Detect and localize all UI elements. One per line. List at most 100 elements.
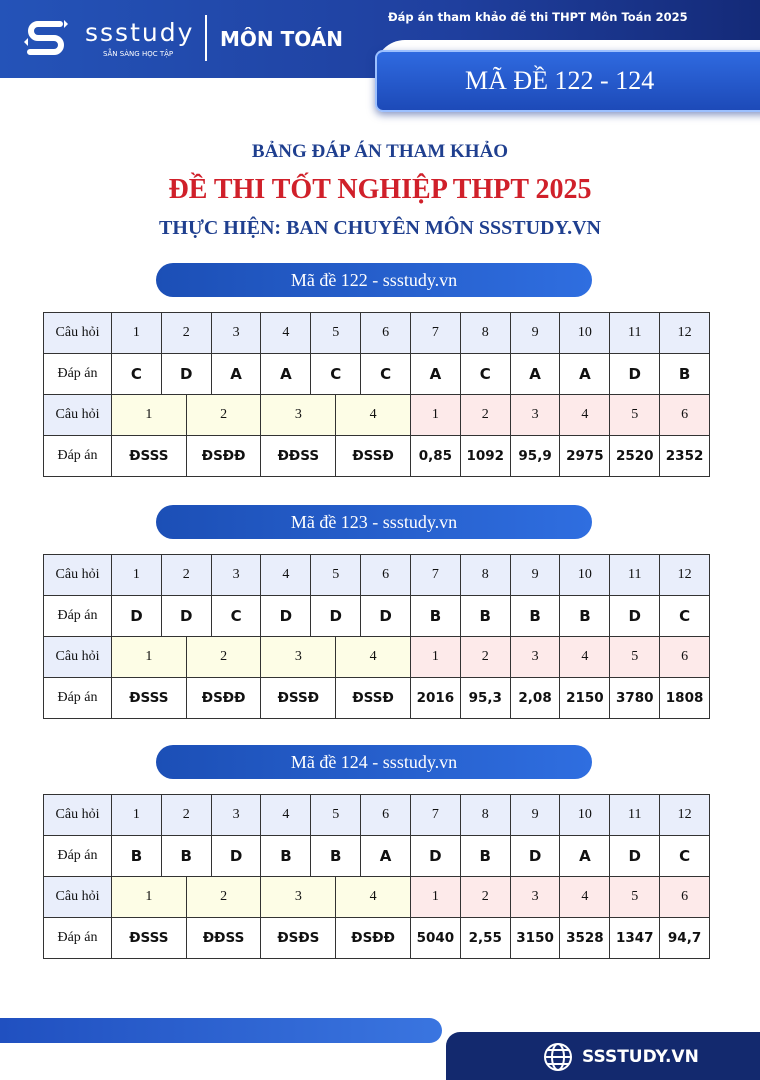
question-number: 3 — [261, 395, 337, 436]
row-label-answer: Đáp án — [44, 354, 112, 395]
exam-title-pill: Mã đề 123 - ssstudy.vn — [156, 505, 592, 539]
question-number: 12 — [660, 313, 710, 354]
answer-cell: B — [311, 836, 362, 877]
question-number: 1 — [112, 637, 187, 678]
question-number: 12 — [660, 555, 710, 596]
answer-cell: D — [261, 596, 312, 637]
question-number: 11 — [610, 313, 661, 354]
question-number: 11 — [610, 795, 661, 836]
answer-cell: ĐSĐĐ — [186, 436, 262, 477]
row-label-answer: Đáp án — [44, 836, 112, 877]
answer-cell: 2150 — [560, 678, 611, 719]
question-number: 5 — [610, 637, 661, 678]
question-number: 12 — [660, 795, 710, 836]
footer-bar — [0, 1018, 442, 1043]
answer-cell: C — [112, 354, 162, 395]
answer-cell: B — [161, 836, 212, 877]
question-number: 1 — [112, 555, 162, 596]
answer-cell: ĐSĐĐ — [336, 918, 411, 959]
answer-cell: A — [261, 354, 312, 395]
question-number: 1 — [112, 313, 162, 354]
question-number: 2 — [460, 395, 511, 436]
exam-title-pill: Mã đề 124 - ssstudy.vn — [156, 745, 592, 779]
answer-cell: D — [161, 596, 212, 637]
row-label-answer: Đáp án — [44, 918, 112, 959]
answer-cell: 95,3 — [460, 678, 511, 719]
question-number: 6 — [660, 395, 710, 436]
answer-cell: 2352 — [660, 436, 710, 477]
answer-cell: C — [660, 836, 710, 877]
question-number: 4 — [560, 877, 611, 918]
question-number: 3 — [510, 877, 561, 918]
question-number: 3 — [261, 877, 337, 918]
answer-table: Câu hỏi 1 2 3 4 5 6 7 8 9 10 11 12 Đáp án C D A A C C A C A A D B… — [43, 312, 710, 477]
question-number: 3 — [261, 637, 337, 678]
answer-cell: C — [660, 596, 710, 637]
question-number: 9 — [510, 313, 561, 354]
answer-cell: B — [261, 836, 312, 877]
row-label-answer: Đáp án — [44, 678, 112, 719]
question-number: 5 — [610, 395, 661, 436]
answer-cell: ĐSSĐ — [336, 436, 411, 477]
question-number: 4 — [261, 313, 312, 354]
answer-cell: ĐSĐĐ — [186, 678, 262, 719]
answer-cell: A — [510, 354, 561, 395]
question-number: 4 — [560, 395, 611, 436]
answer-cell: A — [560, 354, 611, 395]
question-number: 7 — [410, 313, 461, 354]
answer-cell: C — [211, 596, 262, 637]
question-number: 8 — [460, 555, 511, 596]
question-number: 1 — [112, 877, 187, 918]
question-number: 2 — [186, 877, 262, 918]
question-number: 9 — [510, 795, 561, 836]
answer-cell: A — [211, 354, 262, 395]
answer-cell: B — [112, 836, 162, 877]
footer-website[interactable]: SSSTUDY.VN — [582, 1047, 699, 1067]
answer-cell: B — [560, 596, 611, 637]
answer-cell: 94,7 — [660, 918, 710, 959]
row-label-question: Câu hỏi — [44, 795, 112, 836]
question-number: 1 — [410, 877, 461, 918]
subject-label: MÔN TOÁN — [220, 27, 343, 51]
answer-cell: D — [161, 354, 212, 395]
answer-cell: ĐSĐS — [261, 918, 337, 959]
answer-cell: 2016 — [410, 678, 461, 719]
question-number: 3 — [211, 795, 262, 836]
exam-code-range: MÃ ĐỀ 122 - 124 — [375, 50, 760, 112]
question-number: 2 — [161, 313, 212, 354]
heading-line1: BẢNG ĐÁP ÁN THAM KHẢO — [251, 141, 509, 162]
row-label-question: Câu hỏi — [44, 395, 112, 436]
question-number: 5 — [311, 555, 362, 596]
question-number: 10 — [560, 555, 611, 596]
answer-cell: 0,85 — [410, 436, 461, 477]
question-number: 6 — [361, 313, 411, 354]
answer-cell: ĐSSĐ — [261, 678, 337, 719]
question-number: 4 — [336, 395, 411, 436]
question-number: 6 — [660, 637, 710, 678]
brand-name: ssstudy — [85, 18, 195, 47]
question-number: 7 — [410, 555, 461, 596]
answer-cell: C — [460, 354, 511, 395]
answer-cell: 1092 — [460, 436, 511, 477]
answer-table: Câu hỏi 1 2 3 4 5 6 7 8 9 10 11 12 Đáp án B B D B B A D B D A D C… — [43, 794, 710, 959]
question-number: 5 — [311, 313, 362, 354]
answer-cell: ĐSSS — [112, 436, 187, 477]
question-number: 2 — [460, 637, 511, 678]
question-number: 4 — [336, 637, 411, 678]
question-number: 8 — [460, 313, 511, 354]
row-label-answer: Đáp án — [44, 436, 112, 477]
answer-cell: C — [361, 354, 411, 395]
answer-cell: D — [361, 596, 411, 637]
question-number: 4 — [261, 795, 312, 836]
row-label-question: Câu hỏi — [44, 313, 112, 354]
question-number: 4 — [261, 555, 312, 596]
exam-title-pill: Mã đề 122 - ssstudy.vn — [156, 263, 592, 297]
question-number: 6 — [361, 555, 411, 596]
answer-cell: 3780 — [610, 678, 661, 719]
question-number: 2 — [186, 637, 262, 678]
row-label-question: Câu hỏi — [44, 877, 112, 918]
question-number: 2 — [161, 795, 212, 836]
answer-cell: ĐSSS — [112, 678, 187, 719]
question-number: 1 — [410, 395, 461, 436]
question-number: 2 — [161, 555, 212, 596]
